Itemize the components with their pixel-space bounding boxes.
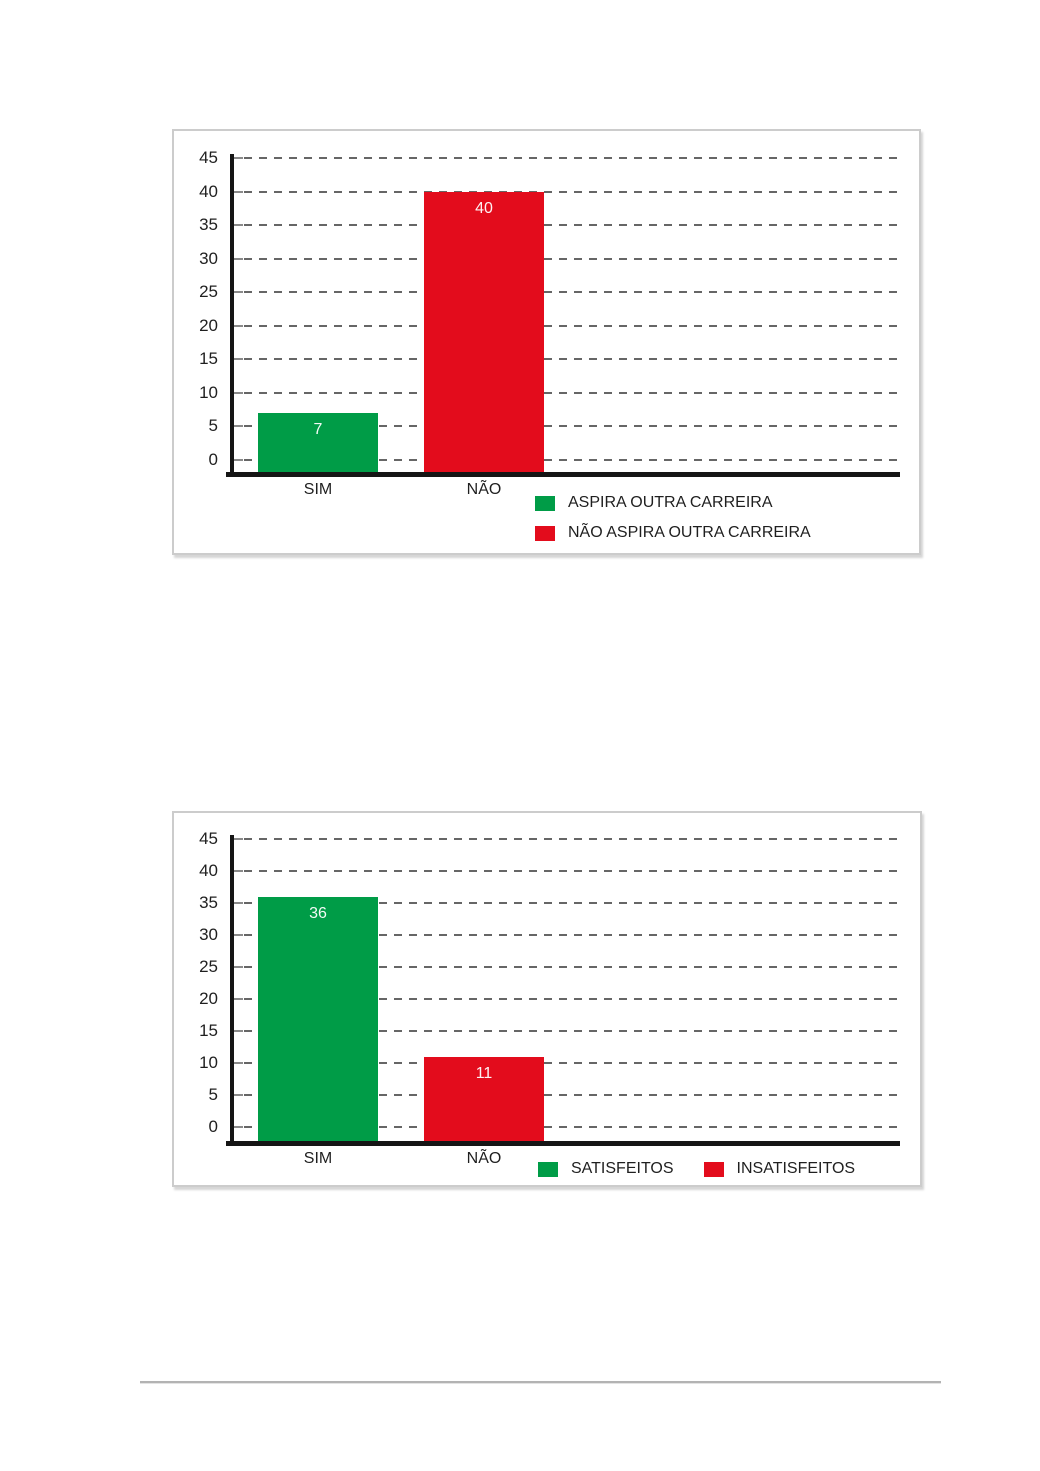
y-tick-mark (234, 391, 243, 394)
legend-item: ASPIRA OUTRA CARREIRA (535, 494, 811, 512)
y-axis-tick-label: 30 (199, 248, 218, 268)
legend-label: ASPIRA OUTRA CARREIRA (568, 494, 773, 511)
y-gridline (244, 459, 900, 461)
y-gridline (244, 425, 900, 428)
y-axis-tick-label: 5 (208, 1085, 218, 1104)
y-tick-mark (234, 1126, 243, 1128)
legend-item: SATISFEITOS (538, 1160, 674, 1178)
x-axis-line (226, 472, 900, 477)
legend-swatch-icon (535, 495, 555, 511)
y-gridline (244, 358, 900, 361)
y-gridline (244, 190, 900, 193)
y-gridline (244, 1094, 900, 1096)
y-axis-tick-label: 15 (199, 349, 218, 369)
bar-value-label: 36 (309, 904, 327, 922)
legend-swatch-icon (535, 525, 555, 541)
y-gridline (244, 998, 900, 1000)
y-gridline (244, 257, 900, 260)
y-axis-tick-label: 20 (199, 315, 218, 335)
y-gridline (244, 902, 900, 904)
y-axis-line (230, 835, 234, 1146)
y-gridline (244, 838, 900, 840)
y-tick-mark (234, 1062, 243, 1064)
y-axis-tick-label: 25 (199, 957, 218, 976)
y-tick-mark (234, 459, 243, 461)
y-tick-mark (234, 190, 243, 193)
y-gridline (244, 324, 900, 327)
y-gridline (244, 870, 900, 872)
y-axis-tick-label: 40 (199, 861, 218, 880)
y-tick-mark (234, 934, 243, 936)
x-axis-category-label: NÃO (466, 481, 502, 498)
y-axis-tick-label: 45 (199, 148, 218, 167)
y-tick-mark (234, 838, 243, 840)
legend-item: INSATISFEITOS (703, 1160, 856, 1178)
y-axis-tick-label: 40 (199, 181, 218, 201)
y-axis-tick-label: 0 (208, 450, 218, 469)
y-axis-tick-label: 20 (199, 989, 218, 1008)
y-axis-tick-label: 35 (199, 893, 218, 912)
y-gridline (244, 1062, 900, 1064)
chart-panel-satisfaction: 45 40 35 30 25 20 15 10 5 0 36 SIM 11 NÃO SATISFEITOS I… (172, 811, 922, 1187)
legend-label: NÃO ASPIRA OUTRA CARREIRA (568, 524, 811, 541)
y-axis-line (230, 154, 234, 477)
x-axis-line (226, 1141, 900, 1146)
legend-label: SATISFEITOS (571, 1160, 674, 1177)
y-tick-mark (234, 425, 243, 428)
bar-value-label: 7 (313, 421, 323, 439)
legend: SATISFEITOS INSATISFEITOS (538, 1160, 855, 1178)
footer-divider (140, 1381, 941, 1384)
y-axis-tick-label: 25 (199, 282, 218, 302)
bar-value-label: 40 (475, 199, 493, 217)
bar-não (424, 191, 544, 472)
bar-value-label: 11 (475, 1064, 493, 1082)
bar-não (424, 1056, 544, 1141)
legend-label: INSATISFEITOS (736, 1160, 856, 1177)
y-axis-tick-label: 5 (208, 416, 218, 436)
y-axis-tick-label: 10 (199, 382, 218, 402)
bar-sim (258, 896, 378, 1141)
legend-swatch-icon (703, 1161, 724, 1177)
y-tick-mark (234, 966, 243, 968)
y-gridline (244, 157, 900, 159)
y-axis-tick-label: 10 (199, 1053, 218, 1072)
y-axis-tick-label: 0 (208, 1117, 218, 1136)
x-axis-category-label: SIM (303, 1150, 333, 1167)
y-tick-mark (234, 902, 243, 904)
y-gridline (244, 1126, 900, 1128)
y-tick-mark (234, 157, 243, 159)
bar-sim (258, 413, 378, 472)
y-axis-tick-label: 45 (199, 829, 218, 848)
y-tick-mark (234, 257, 243, 260)
y-tick-mark (234, 1030, 243, 1032)
y-tick-mark (234, 998, 243, 1000)
y-tick-mark (234, 870, 243, 872)
x-axis-category-label: SIM (303, 481, 333, 498)
y-axis-tick-label: 15 (199, 1021, 218, 1040)
y-gridline (244, 291, 900, 294)
y-axis-tick-label: 30 (199, 925, 218, 944)
y-tick-mark (234, 324, 243, 327)
legend-swatch-icon (538, 1161, 558, 1177)
y-gridline (244, 391, 900, 394)
chart-panel-career-aspiration: 45 40 35 30 25 20 15 10 5 0 7 SIM 40 NÃO ASPIRA OUTRA … (172, 129, 921, 555)
y-gridline (244, 1030, 900, 1032)
y-axis-tick-label: 35 (199, 215, 218, 235)
legend-item: NÃO ASPIRA OUTRA CARREIRA (535, 524, 811, 542)
y-tick-mark (234, 291, 243, 294)
y-gridline (244, 966, 900, 968)
y-tick-mark (234, 1094, 243, 1096)
legend: ASPIRA OUTRA CARREIRA NÃO ASPIRA OUTRA CA… (535, 494, 811, 542)
y-gridline (244, 224, 900, 227)
y-tick-mark (234, 224, 243, 227)
y-tick-mark (234, 358, 243, 361)
y-gridline (244, 934, 900, 936)
x-axis-category-label: NÃO (466, 1150, 502, 1167)
